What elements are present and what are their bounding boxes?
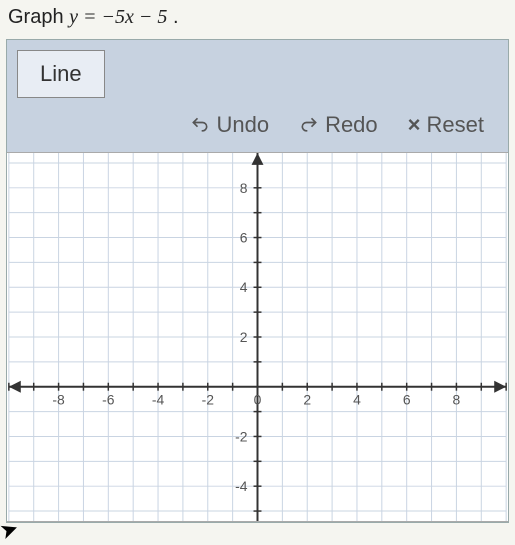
reset-button[interactable]: × Reset: [408, 112, 484, 138]
svg-text:0: 0: [254, 392, 262, 408]
svg-text:4: 4: [240, 279, 248, 295]
undo-button[interactable]: Undo: [190, 112, 269, 138]
prompt-equation: y = −5x − 5: [69, 6, 167, 28]
svg-text:8: 8: [453, 392, 461, 408]
svg-text:-2: -2: [235, 428, 248, 444]
line-tool-button[interactable]: Line: [17, 50, 105, 98]
svg-text:-4: -4: [152, 392, 165, 408]
reset-icon: ×: [408, 114, 421, 136]
svg-text:8: 8: [240, 180, 248, 196]
svg-text:2: 2: [240, 329, 248, 345]
tool-row: Line: [7, 40, 508, 98]
svg-text:-4: -4: [235, 478, 248, 494]
svg-text:6: 6: [240, 230, 248, 246]
reset-label: Reset: [427, 112, 484, 138]
coordinate-grid: -8-6-4-202468-4-224680: [7, 153, 508, 521]
line-tool-label: Line: [40, 61, 82, 86]
graph-area[interactable]: -8-6-4-202468-4-224680: [7, 152, 508, 522]
prompt-suffix: .: [167, 6, 178, 28]
redo-button[interactable]: Redo: [299, 112, 378, 138]
svg-text:-8: -8: [52, 392, 65, 408]
undo-icon: [190, 115, 210, 135]
redo-icon: [299, 115, 319, 135]
prompt-prefix: Graph: [8, 6, 69, 28]
svg-text:4: 4: [353, 392, 361, 408]
undo-label: Undo: [216, 112, 269, 138]
redo-label: Redo: [325, 112, 378, 138]
question-prompt: Graph y = −5x − 5 .: [0, 0, 515, 39]
svg-text:-2: -2: [202, 392, 215, 408]
graph-panel: Line Undo Redo × Reset -8 -6 -4 -2 0 2 4 6 8 -4 -2…: [6, 39, 509, 523]
svg-text:6: 6: [403, 392, 411, 408]
svg-text:2: 2: [303, 392, 311, 408]
action-row: Undo Redo × Reset: [7, 98, 508, 152]
svg-text:-6: -6: [102, 392, 115, 408]
